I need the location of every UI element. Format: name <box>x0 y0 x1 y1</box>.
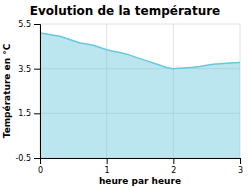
tick-mark <box>240 158 241 164</box>
tick-label: 3 <box>238 166 243 175</box>
tick-mark <box>173 158 174 164</box>
tick: 3 <box>238 158 243 175</box>
chart: 0 1 2 3 -0.5 1.5 3.5 5.5 Evolution de la tempéra… <box>0 0 250 188</box>
tick-mark <box>34 113 40 114</box>
tick: 1.5 <box>18 109 40 118</box>
tick-label: 1.5 <box>18 109 31 118</box>
tick-label: 3.5 <box>18 65 31 74</box>
tick-label: 1 <box>105 166 110 175</box>
y-axis: -0.5 1.5 3.5 5.5 <box>15 20 40 163</box>
tick-label: 0 <box>38 166 43 175</box>
tick-label: 2 <box>171 166 176 175</box>
axis-line <box>41 159 241 165</box>
tick: 2 <box>171 158 176 175</box>
line <box>40 33 240 69</box>
title: Evolution de la température <box>30 4 221 18</box>
x-axis: 0 1 2 3 <box>38 158 243 175</box>
grid <box>40 24 240 158</box>
tick: 3.5 <box>18 65 40 74</box>
area <box>40 33 240 158</box>
x-axis-title: heure par heure <box>99 176 181 186</box>
y-axis-title: Température en °C <box>2 43 12 138</box>
axis-line <box>34 25 41 159</box>
tick-mark <box>34 69 40 70</box>
plot: 0 1 2 3 -0.5 1.5 3.5 5.5 <box>15 20 243 175</box>
marks <box>40 33 240 158</box>
grid-line <box>40 24 240 25</box>
tick-mark <box>34 24 40 25</box>
tick: 1 <box>105 158 110 175</box>
tick: -0.5 <box>15 154 40 163</box>
tick: 5.5 <box>18 20 40 29</box>
tick-label: -0.5 <box>15 154 31 163</box>
tick: 0 <box>38 158 43 175</box>
tick-mark <box>107 158 108 164</box>
tick-mark <box>34 158 40 159</box>
tick-label: 5.5 <box>18 20 31 29</box>
